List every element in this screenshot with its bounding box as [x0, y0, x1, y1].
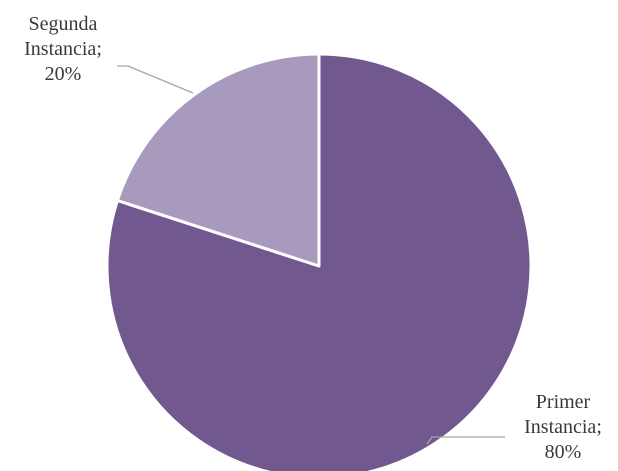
data-label-line: 80%	[545, 441, 582, 463]
data-label-2: Segunda Instancia; 20%	[24, 13, 102, 85]
data-label-line: Segunda	[29, 13, 98, 35]
leader-lines	[117, 65, 505, 445]
data-label-1: Primer Instancia; 80%	[524, 391, 602, 463]
data-label-line: Instancia;	[524, 416, 602, 438]
leader-line-2	[117, 65, 194, 94]
leader-line-1	[426, 436, 505, 445]
data-labels: Primer Instancia; 80% Segunda Instancia; 20%	[24, 13, 602, 463]
data-label-line: Instancia;	[24, 38, 102, 60]
pie-slice-2	[115, 52, 321, 268]
data-label-line: 20%	[45, 63, 82, 85]
pie-slices	[105, 52, 533, 471]
data-label-line: Primer	[536, 391, 591, 413]
